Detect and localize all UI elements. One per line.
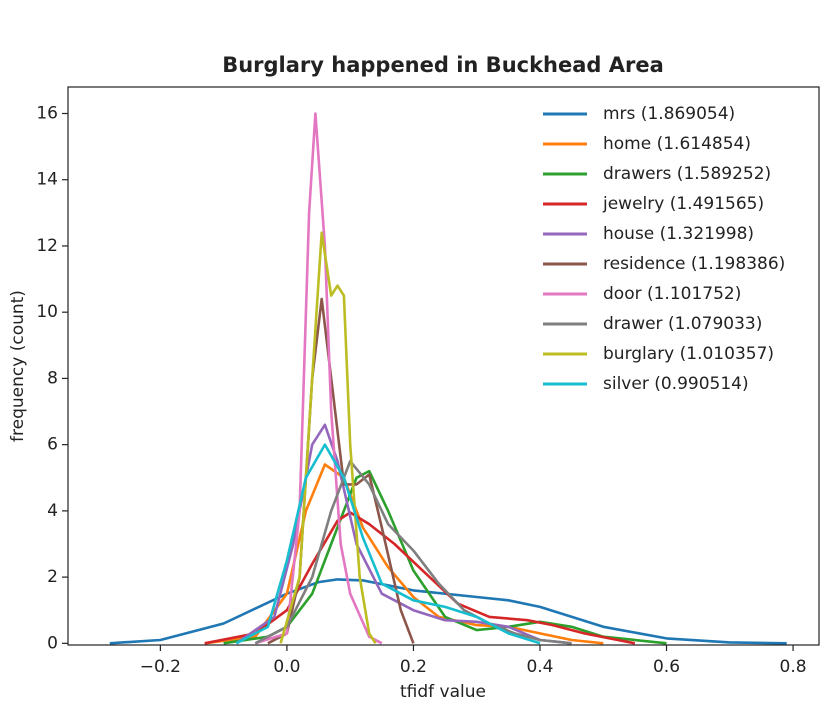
legend-label: burglary (1.010357): [603, 344, 774, 364]
y-tick-label: 0: [47, 633, 58, 653]
legend-label: drawer (1.079033): [603, 314, 762, 334]
x-tick-label: 0.2: [400, 657, 427, 677]
x-tick-label: −0.2: [140, 657, 181, 677]
x-tick-label: 0.4: [526, 657, 553, 677]
legend-label: silver (0.990514): [603, 374, 749, 394]
x-axis-label: tfidf value: [400, 682, 486, 702]
y-axis-label: frequency (count): [8, 290, 28, 442]
y-tick-label: 6: [47, 435, 58, 455]
kde-line: [223, 469, 667, 645]
legend-label: door (1.101752): [603, 284, 741, 304]
kde-line: [235, 423, 572, 645]
x-tick-label: 0.6: [653, 657, 680, 677]
y-tick-label: 12: [36, 236, 58, 256]
kde-line: [279, 231, 377, 644]
y-tick-label: 10: [36, 302, 58, 322]
x-tick-label: 0.8: [780, 657, 807, 677]
legend-label: residence (1.198386): [603, 254, 785, 274]
y-tick-label: 8: [47, 368, 58, 388]
y-tick-label: 14: [36, 170, 58, 190]
kde-line: [109, 578, 787, 645]
x-tick-label: 0.0: [273, 657, 300, 677]
legend-label: mrs (1.869054): [603, 104, 735, 124]
y-tick-label: 4: [47, 501, 58, 521]
kde-line: [254, 459, 572, 645]
legend-label: jewelry (1.491565): [602, 194, 764, 214]
plot-frame: [67, 86, 820, 646]
legend-label: house (1.321998): [603, 224, 754, 244]
legend-label: drawers (1.589252): [603, 164, 771, 184]
y-tick-label: 16: [36, 103, 58, 123]
y-tick-label: 2: [47, 567, 58, 587]
legend-label: home (1.614854): [603, 134, 751, 154]
kde-line: [235, 443, 541, 645]
kde-line: [254, 112, 383, 645]
chart-title: Burglary happened in Buckhead Area: [222, 53, 664, 77]
